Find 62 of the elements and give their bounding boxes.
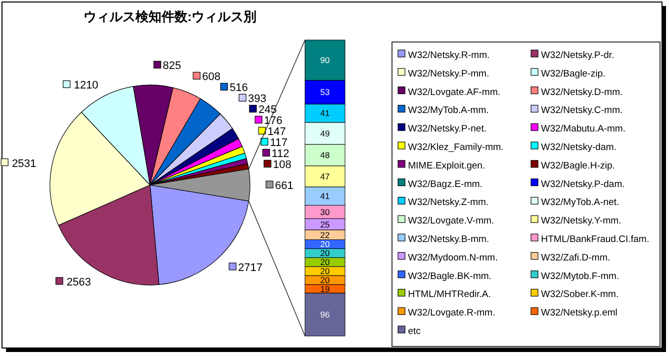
data-label: 2717 [238, 262, 263, 274]
legend-label: W32/Lovgate.AF-mm. [408, 86, 500, 98]
data-label: 608 [202, 71, 220, 84]
legend-label: W32/Netsky.P-dr. [541, 50, 614, 61]
data-label: 20 [320, 257, 330, 268]
legend-label: W32/Klez_Family-mm. [408, 142, 504, 153]
legend-label: W32/Netsky.p.eml [541, 308, 618, 319]
data-label: 19 [320, 284, 330, 294]
data-label: 41 [320, 108, 330, 118]
legend-label: W32/Mydoom.N-mm. [408, 252, 498, 264]
legend-label: W32/Netsky-dam. [541, 142, 616, 153]
legend-label: W32/Netsky.P-mm. [408, 68, 490, 80]
legend-label: W32/Netsky.Z-mm. [408, 197, 489, 208]
legend-label: HTML/MHTRedir.A. [408, 289, 491, 300]
legend-label: MIME.Exploit.gen. [408, 160, 486, 172]
legend-label: W32/Mytob.F-mm. [541, 270, 620, 282]
legend-label: W32/MyTob.A-mm. [408, 105, 489, 116]
data-label: 30 [320, 206, 330, 217]
legend-label: W32/Netsky.C-mm. [541, 105, 623, 116]
data-label: 2563 [66, 276, 92, 288]
data-label: 661 [275, 180, 294, 192]
data-label: 48 [320, 150, 330, 160]
legend-label: W32/Sober.K-mm. [541, 289, 619, 300]
data-label: 22 [320, 230, 330, 240]
data-label: 41 [320, 191, 330, 202]
data-label: 1210 [74, 80, 98, 92]
data-label: 49 [320, 128, 330, 138]
legend-label: W32/Netsky.P-net. [408, 124, 486, 135]
data-label: 20 [320, 248, 330, 258]
legend-label: W32/Netsky.Y-mm. [541, 216, 622, 227]
data-label: 20 [320, 239, 330, 250]
data-label: 90 [320, 55, 330, 66]
data-label: 117 [270, 137, 288, 150]
legend-label: W32/Netsky.D-mm. [541, 86, 623, 98]
legend-label: W32/Lovgate.V-mm. [408, 216, 494, 227]
legend-label: W32/Bagle.H-zip. [541, 160, 615, 172]
data-label: 825 [162, 60, 182, 72]
legend-label: W32/Netsky.B-mm. [408, 234, 490, 245]
data-label: 112 [272, 148, 290, 160]
data-label: 25 [320, 219, 330, 230]
legend-label: W32/Bagz.E-mm. [408, 178, 482, 190]
data-label: 147 [268, 126, 286, 138]
data-label: 47 [320, 171, 330, 182]
legend-label: W32/Netsky.P-dam. [541, 178, 625, 190]
data-label: 96 [320, 310, 330, 320]
data-label: 20 [320, 266, 330, 276]
data-label: 53 [320, 87, 330, 98]
chart-title: ウィルス検知件数:ウィルス別 [83, 9, 257, 24]
data-label: 108 [272, 159, 292, 172]
data-label: 2531 [12, 158, 36, 170]
legend-label: W32/MyTob.A-net. [541, 197, 620, 208]
legend-label: etc [408, 326, 421, 337]
legend-label: W32/Netsky.R-mm. [408, 50, 490, 61]
legend-label: W32/Mabutu.A-mm. [541, 124, 626, 135]
data-label: 20 [320, 275, 330, 286]
data-label: 516 [230, 82, 248, 94]
data-label: 393 [248, 93, 266, 106]
legend-label: W32/Zafi.D-mm. [541, 252, 610, 264]
legend-label: HTML/BankFraud.CI.fam. [541, 234, 650, 245]
legend-label: W32/Bagle-zip. [541, 68, 606, 80]
legend-label: W32/Lovgate.R-mm. [408, 308, 496, 319]
legend-label: W32/Bagle.BK-mm. [408, 270, 492, 282]
